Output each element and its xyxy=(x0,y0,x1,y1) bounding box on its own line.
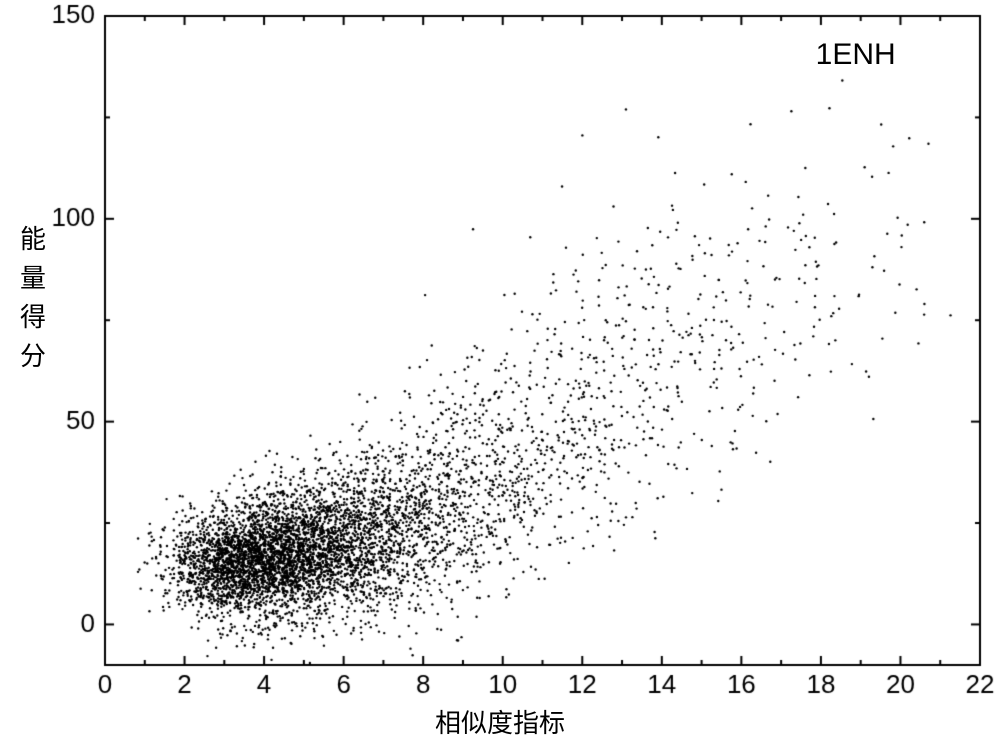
chart-annotation: 1ENH xyxy=(816,38,896,72)
y-axis-label-char: 得 xyxy=(20,302,46,332)
x-axis-label-text: 相似度指标 xyxy=(435,708,565,738)
chart-container: 能 量 得 分 相似度指标 1ENH xyxy=(0,0,1000,748)
annotation-text: 1ENH xyxy=(816,38,896,71)
y-axis-label-char: 量 xyxy=(20,263,46,293)
y-axis-label-char: 能 xyxy=(20,224,46,254)
y-axis-label-char: 分 xyxy=(20,341,46,371)
x-axis-label: 相似度指标 xyxy=(0,703,1000,740)
scatter-canvas xyxy=(0,0,1000,748)
y-axis-label: 能 量 得 分 xyxy=(18,220,48,376)
